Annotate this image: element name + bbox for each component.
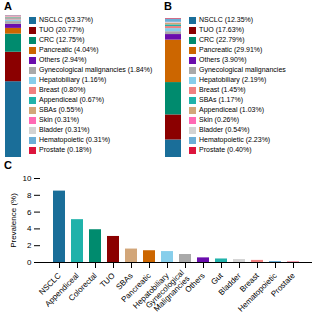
html-text:Bladder (0.31%): Bladder (0.31%): [39, 126, 90, 133]
html-text:Gynecological malignancies (1.: Gynecological malignancies (1.84%): [39, 66, 153, 73]
html-text:Breast (1.45%): Breast (1.45%): [199, 86, 246, 93]
html-text:NSCLC (53.37%): NSCLC (53.37%): [39, 16, 94, 23]
svg-text:Pancreatic: Pancreatic: [119, 271, 153, 305]
html-text:Gynecological malignancies: Gynecological malignancies: [199, 66, 286, 73]
svg-text:Appendiceal: Appendiceal: [43, 271, 81, 309]
html-text:Hematopoietic (2.23%): Hematopoietic (2.23%): [199, 136, 271, 143]
svg-text:TUO: TUO: [98, 271, 116, 289]
html-text:Appendiceal (1.03%): Appendiceal (1.03%): [199, 106, 264, 113]
html-text:TUO (17.63%): TUO (17.63%): [199, 26, 245, 33]
svg-text:Others: Others: [183, 271, 206, 294]
html-text:C: C: [4, 159, 12, 171]
svg-text:Colorectal: Colorectal: [67, 271, 99, 303]
svg-text:0: 0: [27, 258, 32, 267]
html-text:CRC (12.75%): CRC (12.75%): [39, 36, 85, 43]
html-text:Breast (0.80%): Breast (0.80%): [39, 86, 86, 93]
svg-text:Prevalence (%): Prevalence (%): [9, 193, 18, 248]
svg-text:GynecologicalMalignancies: GynecologicalMalignancies: [144, 268, 192, 316]
html-text:Others (3.90%): Others (3.90%): [199, 56, 247, 63]
html-text:Others (2.94%): Others (2.94%): [39, 56, 87, 63]
svg-text:Breast: Breast: [238, 271, 261, 294]
html-text:Skin (0.31%): Skin (0.31%): [39, 116, 80, 123]
svg-text:4: 4: [27, 224, 32, 233]
svg-text:Hematopoietic: Hematopoietic: [236, 271, 279, 314]
html-text:NSCLC (12.35%): NSCLC (12.35%): [199, 16, 254, 23]
html-text:TUO (20.77%): TUO (20.77%): [39, 26, 85, 33]
svg-text:NSCLC: NSCLC: [37, 271, 63, 297]
svg-text:Hepatobiliary: Hepatobiliary: [131, 271, 171, 311]
html-text:Pancreatic (29.91%): Pancreatic (29.91%): [199, 46, 263, 53]
svg-text:6: 6: [27, 208, 32, 217]
html-text:Hepatobiliary (2.19%): Hepatobiliary (2.19%): [199, 76, 267, 83]
html-text:Prostate (0.40%): Prostate (0.40%): [199, 146, 252, 153]
html-text:Skin (0.26%): Skin (0.26%): [199, 116, 240, 123]
svg-text:8: 8: [27, 191, 32, 200]
html-text:SBAs (1.17%): SBAs (1.17%): [199, 96, 243, 103]
svg-text:10: 10: [23, 174, 32, 183]
html-text:B: B: [164, 0, 172, 12]
html-text:CRC (22.79%): CRC (22.79%): [199, 36, 245, 43]
html-text:Hematopoietic (0.31%): Hematopoietic (0.31%): [39, 136, 111, 143]
svg-text:2: 2: [27, 241, 32, 250]
html-text:Bladder (0.54%): Bladder (0.54%): [199, 126, 250, 133]
svg-text:Bladder: Bladder: [217, 271, 243, 297]
html-text:SBAs (0.55%): SBAs (0.55%): [39, 106, 83, 113]
svg-text:Gut: Gut: [209, 271, 225, 287]
html-text:Prostate (0.18%): Prostate (0.18%): [39, 146, 92, 153]
svg-text:SBAs: SBAs: [114, 271, 135, 292]
svg-text:Prostate: Prostate: [269, 271, 297, 299]
html-text:Hepatobiliary (1.16%): Hepatobiliary (1.16%): [39, 76, 107, 83]
html-text:Appendiceal (0.67%): Appendiceal (0.67%): [39, 96, 104, 103]
html-text:Pancreatic (4.04%): Pancreatic (4.04%): [39, 46, 99, 53]
html-text:A: A: [4, 0, 12, 12]
